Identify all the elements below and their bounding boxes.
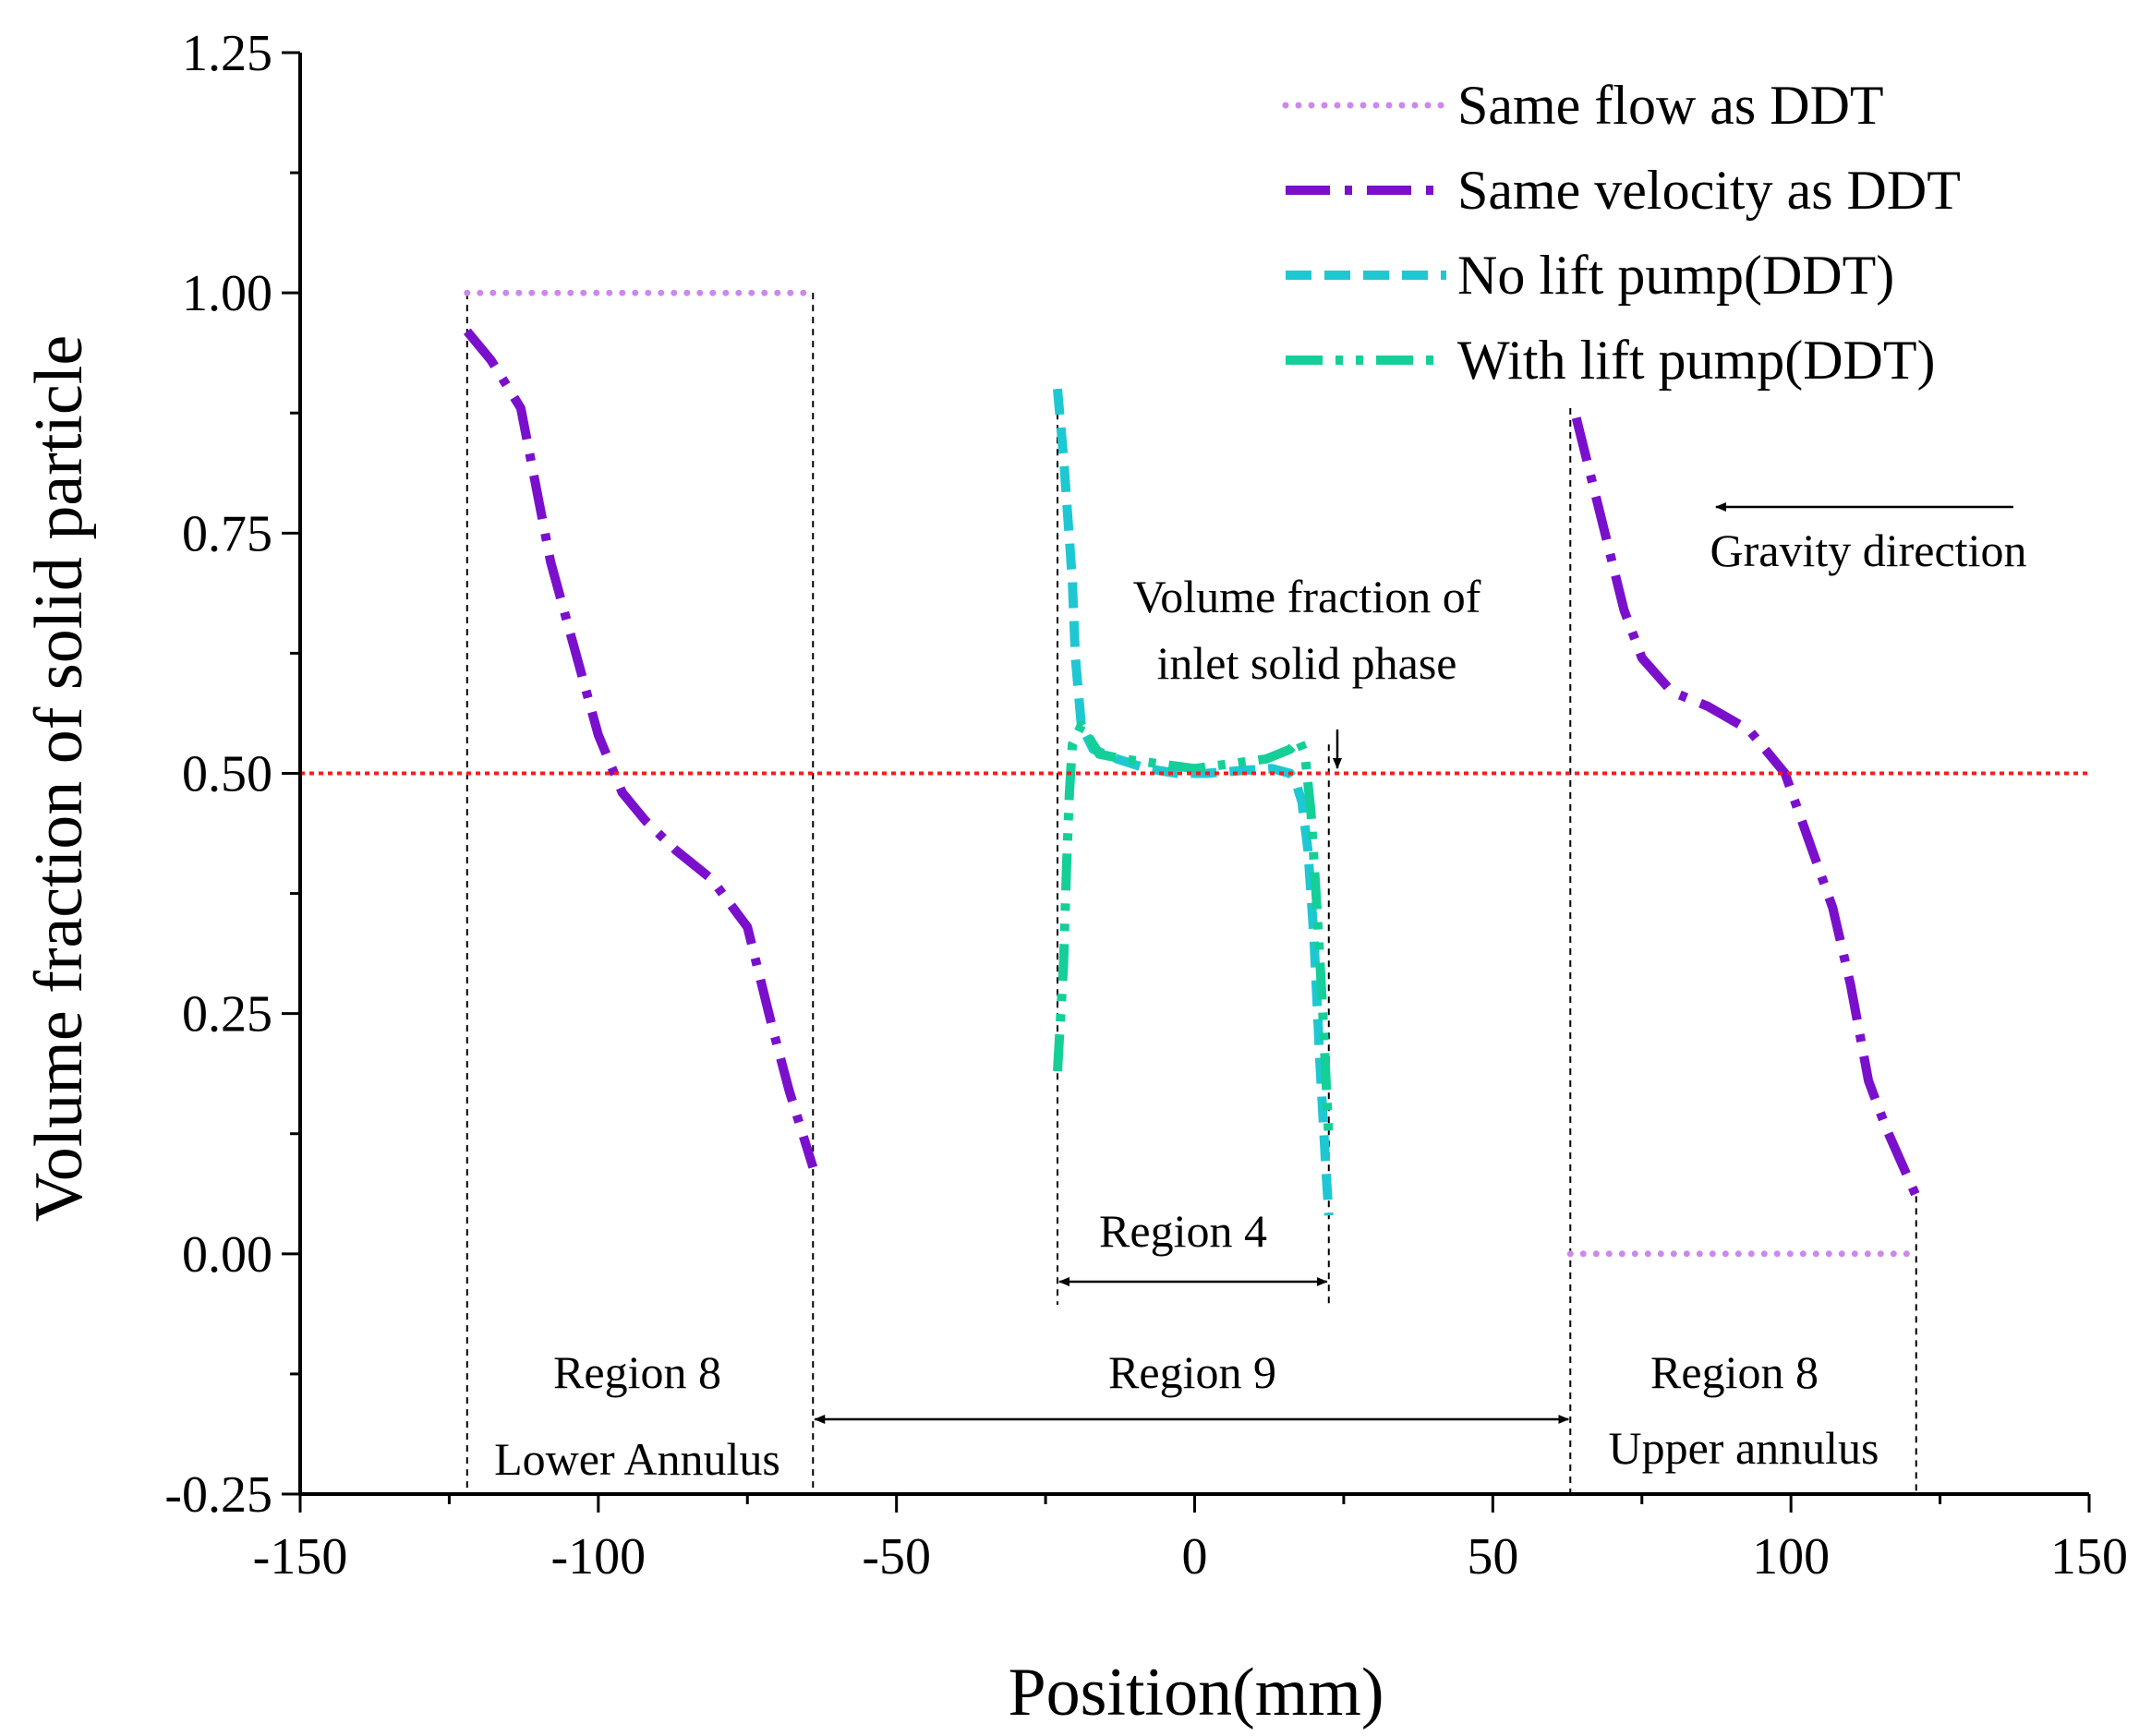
- y-axis-title: Volume fraction of solid particle: [21, 335, 97, 1222]
- x-tick-label: 100: [1752, 1528, 1830, 1585]
- region-9-label: Region 9: [1108, 1346, 1276, 1398]
- legend-label-same-velocity-as-ddt: Same velocity as DDT: [1457, 160, 1961, 221]
- y-tick-label: 0.00: [182, 1226, 272, 1284]
- y-tick-label: 0.25: [182, 986, 272, 1043]
- x-tick-label: -50: [862, 1528, 931, 1585]
- annotations: Volume fraction of inlet solid phase Gra…: [494, 524, 2026, 1485]
- x-tick-label: -150: [253, 1528, 348, 1585]
- region-8-right-label: Region 8: [1650, 1346, 1819, 1398]
- x-tick-label: 0: [1182, 1528, 1208, 1585]
- series-line-no-lift-pump-ddt-: [1053, 388, 1334, 1216]
- gravity-direction-label: Gravity direction: [1710, 524, 2027, 576]
- region-4-label: Region 4: [1099, 1205, 1267, 1257]
- inlet-annotation-line-2: inlet solid phase: [1157, 637, 1457, 689]
- inlet-annotation-line-1: Volume fraction of: [1133, 571, 1481, 622]
- y-tick-label: -0.25: [164, 1466, 272, 1524]
- series-line-same-velocity-as-ddt: [1571, 416, 1921, 1199]
- upper-annulus-label: Upper annulus: [1609, 1422, 1879, 1474]
- region-8-left-label: Region 8: [553, 1346, 721, 1398]
- series-line-same-velocity-as-ddt: [463, 328, 818, 1169]
- axes: -150 -100 -50 0 50 100 150 -0.25 0.00 0.25 0.50 0.7…: [164, 25, 2128, 1585]
- y-tick-label: 1.25: [182, 25, 272, 82]
- legend-label-no-lift-pump-ddt-: No lift pump(DDT): [1457, 245, 1894, 306]
- x-tick-label: 50: [1467, 1528, 1518, 1585]
- x-tick-label: -100: [551, 1528, 647, 1585]
- legend: Same flow as DDT Same velocity as DDT No l…: [1282, 75, 1961, 391]
- y-tick-label: 0.75: [182, 505, 272, 562]
- y-tick-label: 0.50: [182, 746, 272, 803]
- plot-area: [300, 289, 2089, 1494]
- legend-label-with-lift-pump-ddt-: With lift pump(DDT): [1457, 330, 1936, 391]
- x-tick-label: 150: [2050, 1528, 2128, 1585]
- legend-label-same-flow-as-ddt: Same flow as DDT: [1457, 75, 1884, 136]
- lower-annulus-label: Lower Annulus: [494, 1433, 780, 1485]
- series-line-with-lift-pump-ddt-: [1053, 720, 1334, 1139]
- y-tick-label: 1.00: [182, 265, 272, 322]
- x-axis-title: Position(mm): [1008, 1655, 1384, 1730]
